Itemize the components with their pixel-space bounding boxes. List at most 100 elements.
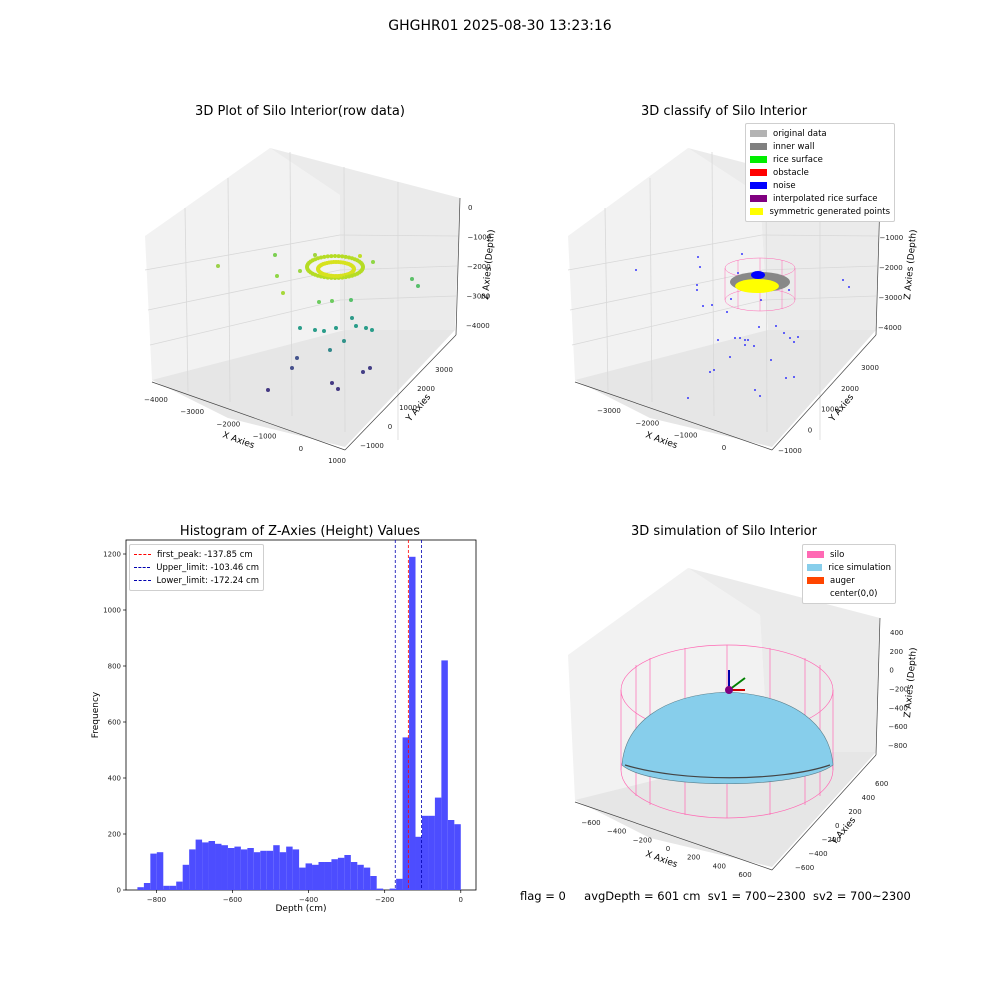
y-tick-label: 0 [808, 426, 812, 434]
noise-point [758, 326, 760, 328]
scatter-point [330, 381, 334, 385]
x-tick-label: −600 [581, 819, 600, 827]
noise-point [788, 289, 790, 291]
histogram-bar [318, 862, 325, 890]
legend-swatch [750, 182, 767, 189]
scatter-point [313, 253, 317, 257]
legend-swatch [750, 130, 767, 137]
noise-point [793, 376, 795, 378]
x-tick-label: −4000 [144, 396, 168, 404]
x-tick-label: −2000 [635, 419, 659, 427]
noise-point [793, 341, 795, 343]
z-tick-label: −1000 [880, 234, 904, 242]
y-tick-label: 200 [848, 808, 861, 816]
scatter-point [290, 366, 294, 370]
legend-item: original data [750, 127, 890, 140]
legend-swatch [807, 590, 824, 597]
symmetric-points [735, 279, 779, 293]
histogram-bar [234, 846, 241, 890]
scatter-point [273, 253, 277, 257]
histogram-bar [143, 883, 151, 890]
scatter-point [330, 299, 334, 303]
histogram-bar [260, 850, 267, 890]
legend-swatch [750, 169, 767, 176]
z-tick-label: −2000 [467, 263, 491, 271]
scatter-point [368, 366, 372, 370]
legend-label: center(0,0) [830, 588, 878, 599]
scatter-point [325, 254, 330, 259]
legend-label: rice surface [773, 154, 823, 165]
histogram-bar [286, 846, 293, 890]
simulation-3d-axes: −600−400−2000200400600−600−400−200020040… [568, 568, 919, 879]
scatter-point [360, 263, 365, 268]
legend-item: Lower_limit: -172.24 cm [134, 574, 259, 587]
histogram-bar [215, 843, 222, 890]
histogram-bar [247, 848, 254, 890]
scatter-point [370, 328, 374, 332]
legend-line [134, 580, 151, 581]
legend-swatch [750, 195, 767, 202]
noise-point [726, 311, 728, 313]
status-footer: flag = 0 avgDepth = 601 cm sv1 = 700~230… [520, 889, 911, 903]
simulation-ylabel: Y Axies [829, 815, 858, 847]
legend-label: original data [773, 128, 827, 139]
scatter-point [347, 274, 351, 279]
noise-point [702, 305, 704, 307]
y-tick-label: 1000 [399, 404, 417, 412]
histogram-bar [227, 848, 235, 890]
histogram-ylabel: Frequency [91, 691, 101, 738]
histogram-bar [137, 887, 144, 890]
noise-point [744, 344, 746, 346]
x-tick-label: −1000 [674, 432, 698, 440]
rice-simulation-surface [621, 691, 834, 785]
z-tick-label: −800 [888, 742, 907, 750]
legend-label: symmetric generated points [769, 206, 890, 217]
z-tick-label: −1000 [468, 234, 492, 242]
legend-label: interpolated rice surface [773, 193, 878, 204]
histogram-bar [357, 864, 364, 890]
z-tick-label: 0 [468, 204, 472, 212]
noise-point [797, 336, 799, 338]
scatter-point [358, 254, 362, 258]
noise-point [635, 269, 637, 271]
histogram-bar [240, 849, 248, 890]
histogram-bar [415, 836, 422, 890]
histogram-bar [182, 864, 190, 890]
noise-point [696, 284, 698, 286]
histogram-bar [447, 820, 455, 890]
legend-item: interpolated rice surface [750, 192, 890, 205]
y-tick-label: 600 [108, 719, 121, 727]
histogram-xlabel: Depth (cm) [275, 904, 326, 914]
center-point [725, 686, 733, 694]
legend-label: obstacle [773, 167, 809, 178]
scatter-point [354, 324, 358, 328]
x-tick-label: 0 [299, 445, 303, 453]
scatter-point [350, 273, 355, 278]
legend-swatch [807, 564, 823, 571]
noise-point [759, 395, 761, 397]
legend-item: first_peak: -137.85 cm [134, 548, 259, 561]
scatter-point [216, 264, 220, 268]
scatter-point [336, 387, 340, 391]
scatter-point [364, 326, 368, 330]
histogram-legend: first_peak: -137.85 cm Upper_limit: -103… [129, 544, 264, 591]
legend-line [134, 554, 151, 555]
histogram-bar [337, 857, 345, 890]
scatter-point [336, 254, 341, 259]
legend-swatch [750, 156, 767, 163]
noise-point [747, 339, 749, 341]
figure-title: GHGHR01 2025-08-30 13:23:16 [388, 18, 612, 34]
legend-item: rice simulation [807, 561, 891, 574]
avg-depth-text: avgDepth = 601 cm [584, 889, 701, 903]
histogram-bar [370, 876, 377, 890]
legend-line [134, 567, 151, 568]
histogram-bar [402, 737, 410, 890]
scatter-point [333, 254, 337, 258]
z-tick-label: −200 [889, 686, 908, 694]
noise-point [737, 272, 739, 274]
scatter-point [342, 339, 346, 343]
y-tick-label: 600 [875, 780, 888, 788]
noise-cluster [751, 271, 765, 279]
classify-legend: original data inner wall rice surface ob… [745, 123, 895, 222]
scatter-point [315, 256, 320, 261]
